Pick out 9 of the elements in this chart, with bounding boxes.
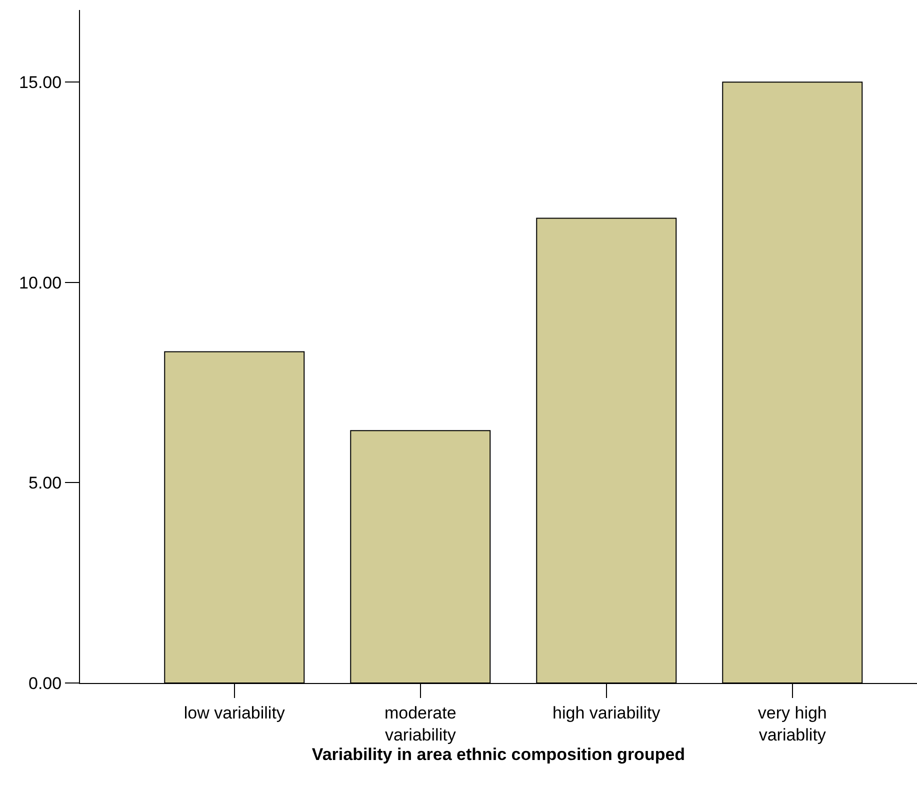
- x-tick-label: low variability: [184, 703, 286, 722]
- y-tick-label: 10.00: [19, 273, 62, 292]
- x-axis-title: Variability in area ethnic composition grouped: [312, 744, 686, 764]
- x-tick-label: moderate variability: [384, 703, 456, 744]
- x-tick-label: very high variablity: [758, 703, 827, 744]
- y-tick-label: 5.00: [28, 474, 62, 493]
- y-tick-label: 0.00: [28, 674, 62, 693]
- y-tick-label: 15.00: [19, 73, 62, 92]
- x-tick-label: high variability: [552, 703, 661, 722]
